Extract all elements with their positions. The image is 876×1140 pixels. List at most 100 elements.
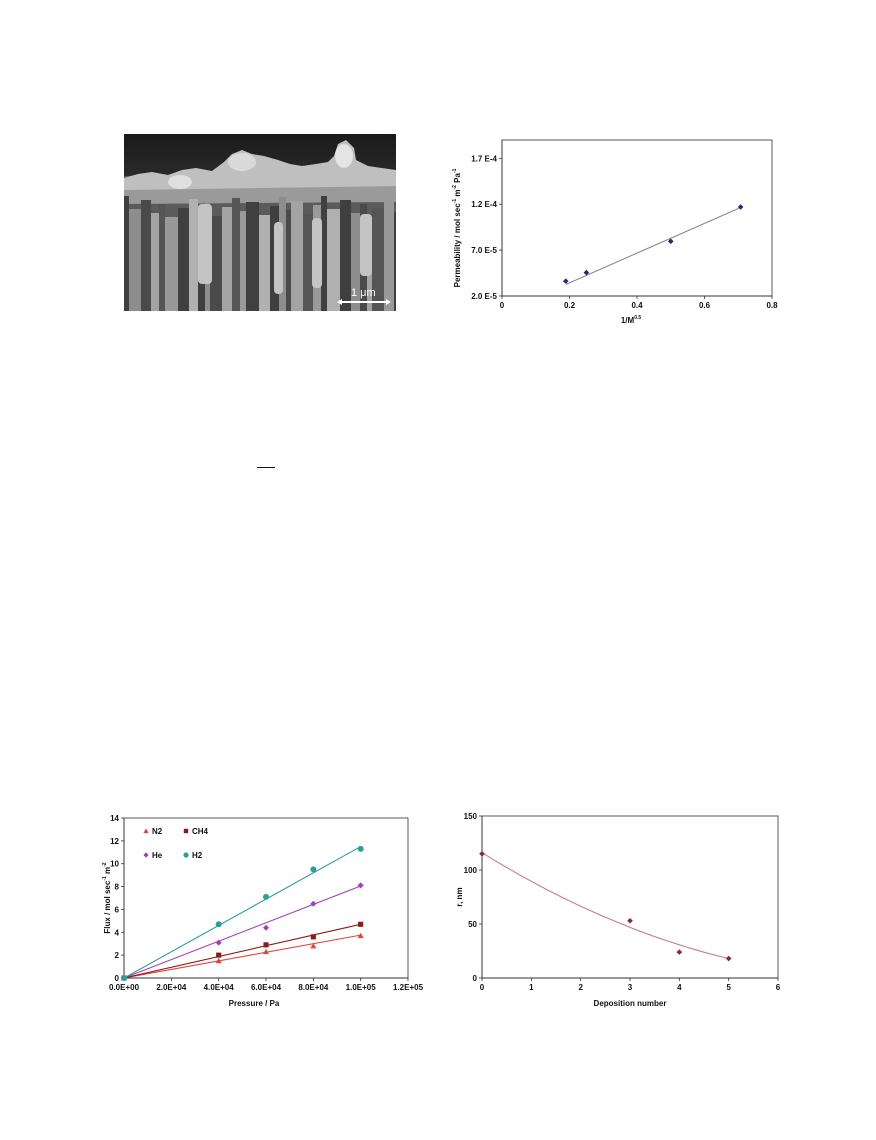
sem-column xyxy=(189,199,198,311)
x-axis-label: Deposition number xyxy=(594,999,667,1008)
y-axis-label-sup: -1 xyxy=(452,199,458,204)
y-tick-label: 2 xyxy=(115,951,120,960)
sem-column xyxy=(340,200,351,311)
fit-line-h2 xyxy=(123,846,361,979)
sem-column xyxy=(286,210,291,311)
data-point xyxy=(263,924,269,931)
x-tick-label: 6.0E+04 xyxy=(251,983,282,992)
data-point xyxy=(143,828,149,834)
y-axis-label-sup: -2 xyxy=(452,185,458,190)
legend-label-n2: N2 xyxy=(152,827,163,836)
y-tick-label: 10 xyxy=(110,860,119,869)
sem-column xyxy=(165,217,178,311)
y-tick-label: 8 xyxy=(115,883,120,892)
data-point xyxy=(263,893,269,900)
sem-column xyxy=(394,212,396,311)
data-point xyxy=(676,949,683,955)
sem-column xyxy=(372,208,384,311)
y-tick-label: 1.2 E-4 xyxy=(471,200,497,209)
sem-column xyxy=(321,196,327,311)
data-point xyxy=(310,943,317,949)
sem-column xyxy=(129,209,141,311)
x-axis-label-sup: 0.5 xyxy=(634,315,641,321)
trend-curve xyxy=(481,852,729,960)
legend-label-h2: H2 xyxy=(192,851,203,860)
plot-area xyxy=(502,140,772,296)
sem-highlight xyxy=(360,214,372,276)
sem-scale-bar-label: 1 μm xyxy=(351,287,376,299)
y-tick-label: 2.0 E-5 xyxy=(471,292,497,301)
fraction-bar xyxy=(257,467,275,468)
x-tick-label: 4 xyxy=(677,983,682,992)
flux-chart: 0.0E+00 2.0E+04 4.0E+04 6.0E+04 8.0E+04 1.0E+… xyxy=(100,808,440,1022)
trend-line xyxy=(565,206,741,286)
permeability-chart: 0 0.2 0.4 0.6 0.8 2.0 E-5 7.0 E-5 1.2 E-4 1.7 E-… xyxy=(446,130,796,342)
sem-column xyxy=(124,196,129,311)
data-point xyxy=(215,939,222,946)
fit-line-ch4 xyxy=(123,923,361,979)
data-point xyxy=(310,934,316,940)
y-tick-label: 0 xyxy=(115,974,120,983)
x-tick-label: 5 xyxy=(726,983,731,992)
y-axis-label-sup: -1 xyxy=(102,876,108,881)
sem-column xyxy=(246,202,259,311)
data-point xyxy=(479,851,485,857)
sem-column xyxy=(291,201,303,311)
x-tick-label: 3 xyxy=(628,983,633,992)
x-tick-label: 2.0E+04 xyxy=(156,983,187,992)
y-axis-label-text: Pa xyxy=(453,173,462,186)
data-point xyxy=(263,942,269,948)
data-point xyxy=(215,921,222,928)
sem-column xyxy=(384,199,394,311)
permeability-chart-svg: 0 0.2 0.4 0.6 0.8 2.0 E-5 7.0 E-5 1.2 E-4 1.7 E-… xyxy=(452,139,778,325)
data-point xyxy=(143,852,149,858)
data-point xyxy=(357,932,364,939)
sem-column xyxy=(210,216,222,311)
y-tick-label: 150 xyxy=(464,812,478,821)
radius-chart: 0 1 2 3 4 5 6 0 50 100 150 Deposition number r, nm xyxy=(450,808,794,1014)
sem-column xyxy=(178,208,189,311)
x-axis-label: 1/M0.5 xyxy=(621,315,642,325)
sem-highlight xyxy=(198,204,212,284)
sem-column xyxy=(232,198,240,311)
fit-line-he xyxy=(123,885,361,979)
legend-label-ch4: CH4 xyxy=(192,827,209,836)
y-axis-label-text: m xyxy=(103,867,112,876)
x-tick-label: 1.0E+05 xyxy=(346,983,377,992)
legend-label-he: He xyxy=(152,851,163,860)
x-tick-label: 1 xyxy=(529,983,534,992)
y-tick-label: 0 xyxy=(473,974,478,983)
data-point xyxy=(358,921,364,927)
sem-highlight xyxy=(274,222,283,294)
plot-area xyxy=(482,816,778,978)
data-point xyxy=(183,852,189,858)
data-point xyxy=(216,952,222,958)
x-axis-label-text: 1/M xyxy=(621,316,635,325)
x-tick-label: 0.2 xyxy=(564,301,576,310)
x-tick-label: 0 xyxy=(480,983,485,992)
data-point xyxy=(725,955,732,962)
sem-scale-bar: 1 μm xyxy=(337,287,391,305)
fit-line-n2 xyxy=(123,934,361,979)
x-tick-label: 0.4 xyxy=(631,301,643,310)
flux-chart-svg: 0.0E+00 2.0E+04 4.0E+04 6.0E+04 8.0E+04 1.0E+… xyxy=(102,814,424,1008)
y-tick-label: 6 xyxy=(115,905,120,914)
x-tick-label: 0.0E+00 xyxy=(109,983,140,992)
sem-micrograph: 1 μm xyxy=(124,134,396,311)
data-point xyxy=(310,866,317,873)
x-tick-label: 0 xyxy=(500,301,505,310)
sem-column xyxy=(151,213,159,311)
sem-column xyxy=(327,209,340,311)
x-tick-label: 0.8 xyxy=(766,301,778,310)
y-tick-label: 14 xyxy=(110,814,119,823)
y-axis-label: r, nm xyxy=(455,887,464,906)
x-tick-label: 8.0E+04 xyxy=(298,983,329,992)
data-point xyxy=(627,917,633,924)
y-axis-label-sup: -1 xyxy=(452,168,458,173)
data-point xyxy=(310,900,317,907)
sem-column xyxy=(351,213,360,311)
data-point xyxy=(215,957,222,964)
sem-column xyxy=(259,215,270,311)
x-tick-label: 4.0E+04 xyxy=(204,983,235,992)
sem-column xyxy=(222,207,232,311)
